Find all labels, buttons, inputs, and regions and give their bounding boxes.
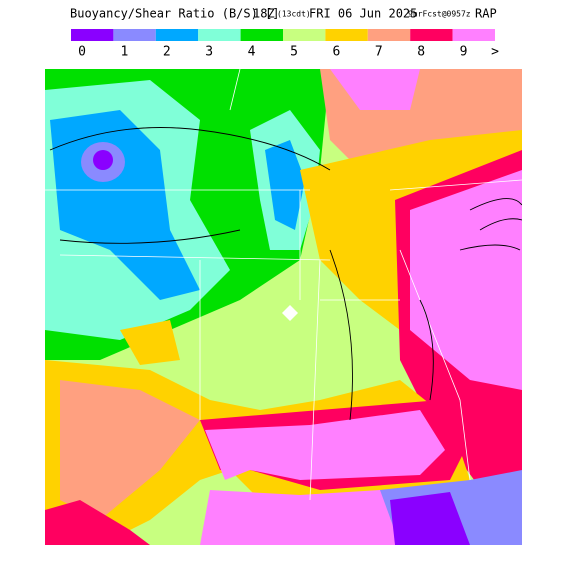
- local-time: (13cdt): [277, 10, 311, 19]
- legend-swatch: [452, 29, 495, 41]
- model: RAP: [475, 7, 497, 21]
- legend-swatch: [71, 29, 114, 41]
- legend-label: 2: [163, 45, 171, 60]
- legend: 0 1 2 3 4 5 6 7 8 9 >: [71, 29, 499, 60]
- legend-swatch: [410, 29, 453, 41]
- legend-swatch: [198, 29, 241, 41]
- legend-label: 7: [375, 45, 383, 60]
- legend-label: 1: [120, 45, 128, 60]
- legend-label: 9: [460, 45, 468, 60]
- legend-label: 3: [205, 45, 213, 60]
- valid-time: 18Z: [253, 7, 275, 21]
- legend-label: 0: [78, 45, 86, 60]
- legend-swatch: [325, 29, 368, 41]
- legend-label: 6: [332, 45, 340, 60]
- forecast: 9hrFcst@0957z: [408, 10, 471, 19]
- legend-label: 4: [248, 45, 256, 60]
- title: Buoyancy/Shear Ratio (B/S) []: [70, 7, 280, 21]
- map: [45, 69, 522, 545]
- legend-label: >: [491, 45, 499, 60]
- legend-swatch: [113, 29, 156, 41]
- legend-swatch: [240, 29, 283, 41]
- legend-label: 8: [417, 45, 425, 60]
- legend-swatch: [283, 29, 326, 41]
- legend-swatch: [367, 29, 411, 41]
- legend-label: 5: [290, 45, 298, 60]
- legend-swatch: [155, 29, 199, 41]
- date: FRI 06 Jun 2025: [309, 7, 417, 21]
